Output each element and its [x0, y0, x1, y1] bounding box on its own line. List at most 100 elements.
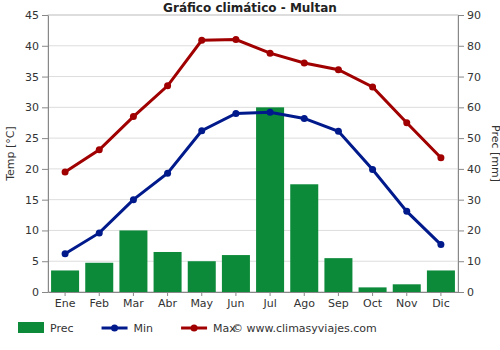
tick: Jun [226, 292, 244, 310]
tick-mark [458, 292, 464, 293]
legend-swatch [18, 322, 44, 333]
tick: 20 [25, 163, 48, 176]
tick-label: Mar [123, 297, 144, 310]
grid-line [48, 76, 458, 77]
marker [403, 208, 410, 215]
tick-label: 5 [32, 255, 39, 268]
x-axis: EneFebMarAbrMayJunJulAgoSepOctNovDic [49, 292, 459, 310]
tick-label: Oct [363, 297, 383, 310]
tick: 5 [32, 255, 48, 268]
tick-mark [458, 107, 464, 108]
tick-label: 50 [467, 132, 481, 145]
marker [369, 166, 376, 173]
tick-label: Ene [55, 297, 76, 310]
tick: 30 [458, 194, 481, 207]
tick-mark [42, 169, 48, 170]
bar [256, 107, 284, 292]
tick-label: May [190, 297, 213, 310]
marker [96, 229, 103, 236]
title: Gráfico climático - Multan [163, 1, 337, 15]
tick-mark [65, 292, 66, 296]
tick-mark [42, 107, 48, 108]
bar [51, 270, 79, 292]
line [65, 112, 441, 254]
tick: Sep [328, 292, 349, 310]
tick: 35 [25, 71, 48, 84]
tick-label: Abr [158, 297, 178, 310]
grid-line [48, 107, 458, 108]
marker [96, 146, 103, 153]
tick-mark [42, 261, 48, 262]
tick-label: Feb [90, 297, 109, 310]
bar [188, 261, 216, 292]
tick-label: 45 [25, 9, 39, 22]
tick-label: 35 [25, 71, 39, 84]
marker [403, 119, 410, 126]
y2-axis-title: Prec [mm] [489, 125, 500, 182]
tick-label: 0 [32, 286, 39, 299]
tick-label: 80 [467, 40, 481, 53]
legend-item: Prec [18, 322, 74, 335]
tick: 30 [25, 101, 48, 114]
tick-label: Sep [328, 297, 349, 310]
tick-mark [458, 261, 464, 262]
line [65, 40, 441, 172]
tick-mark [458, 77, 464, 78]
tick: Nov [396, 292, 418, 310]
marker [437, 241, 444, 248]
tick-label: 60 [467, 101, 481, 114]
tick-mark [458, 200, 464, 201]
marker [437, 154, 444, 161]
tick-mark [133, 292, 134, 296]
tick-label: 40 [25, 40, 39, 53]
tick: Dic [432, 292, 450, 310]
marker [62, 168, 69, 175]
grid-line [48, 168, 458, 169]
tick-mark [440, 292, 441, 296]
marker [164, 82, 171, 89]
tick: 90 [458, 9, 481, 22]
tick: 10 [458, 255, 481, 268]
bar [119, 230, 147, 292]
marker [130, 196, 137, 203]
tick-mark [235, 292, 236, 296]
marker [198, 37, 205, 44]
marks [51, 36, 455, 292]
tick-label: 10 [25, 224, 39, 237]
tick: 70 [458, 71, 481, 84]
marker [335, 66, 342, 73]
bar [222, 255, 250, 292]
tick-label: Dic [432, 297, 450, 310]
annotation: © www.climasyviajes.com [232, 322, 377, 335]
plot-frame [48, 15, 458, 292]
tick-label: 25 [25, 132, 39, 145]
tick-mark [304, 292, 305, 296]
axis-line [48, 16, 49, 293]
tick-label: 40 [467, 163, 481, 176]
tick: 80 [458, 40, 481, 53]
marker [301, 115, 308, 122]
tick: 25 [25, 132, 48, 145]
legend-item: Max [181, 322, 236, 335]
tick-label: 10 [467, 255, 481, 268]
marker [62, 250, 69, 257]
tick-mark [338, 292, 339, 296]
bar [359, 287, 387, 292]
tick-label: 20 [467, 224, 481, 237]
tick: 45 [25, 9, 48, 22]
tick-mark [458, 46, 464, 47]
bar [427, 270, 455, 292]
tick-mark [42, 138, 48, 139]
grid-line [48, 230, 458, 231]
marker [335, 128, 342, 135]
tick: Ago [294, 292, 316, 310]
tick-label: 30 [467, 194, 481, 207]
tick-mark [458, 138, 464, 139]
tick: May [190, 292, 213, 310]
bar [393, 284, 421, 292]
marker [301, 60, 308, 67]
tick-mark [270, 292, 271, 296]
tick-label: 90 [467, 9, 481, 22]
tick-label: Nov [396, 297, 418, 310]
tick-mark [372, 292, 373, 296]
